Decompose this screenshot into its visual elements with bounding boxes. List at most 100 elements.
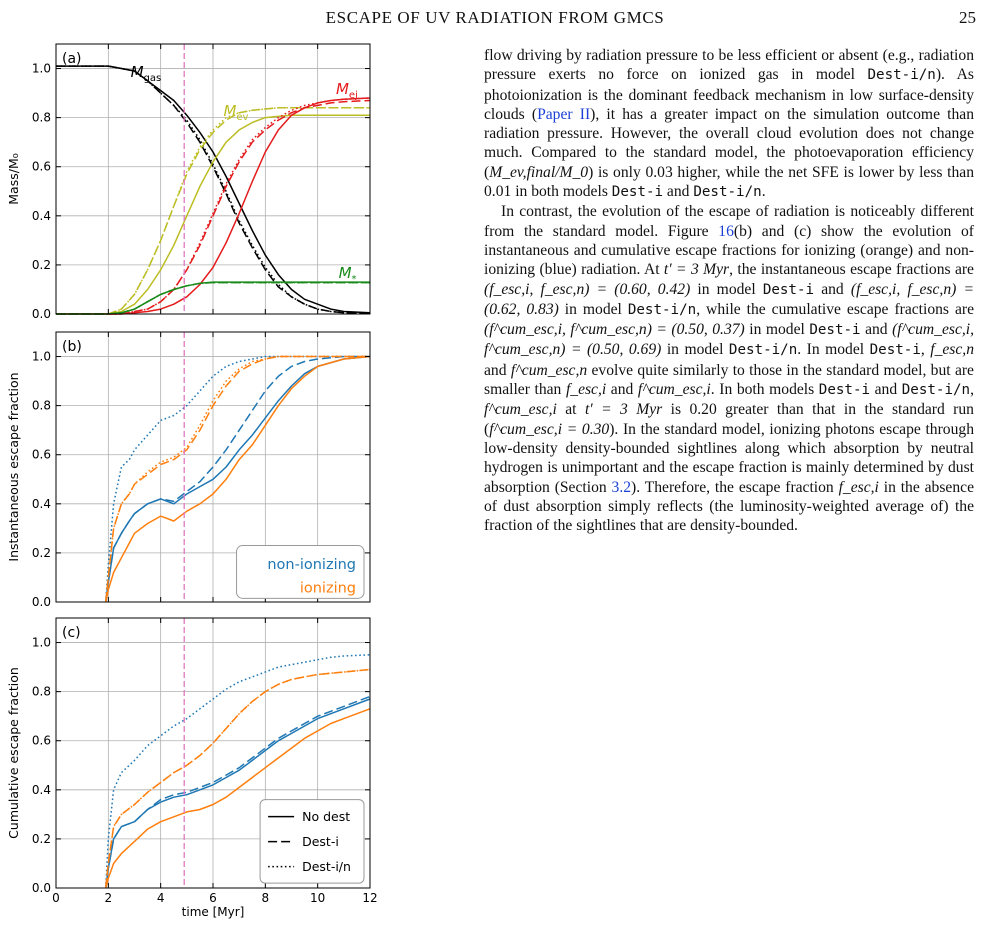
math-expression: f^cum_esc,i = 0.30 [489, 420, 610, 438]
panel-a: 0.0 0.2 0.4 0.6 0.8 1.0 (a) Mass/M₀ Mgas Mev Mej M* [6, 43, 371, 321]
x-tick-label: 8 [262, 891, 270, 905]
text-run: and [606, 381, 638, 399]
series-line [104, 668, 371, 889]
text-run: . In both models [710, 381, 819, 399]
text-run: and [814, 280, 851, 298]
series-line [104, 695, 371, 889]
series-line [104, 355, 370, 603]
model-name: Dest-i [809, 322, 861, 339]
math-expression: f^cum_esc,n [510, 361, 588, 379]
y-tick-label: 1.0 [32, 62, 51, 76]
running-title: ESCAPE OF UV RADIATION FROM GMCS [325, 8, 665, 27]
text-run: evolve quite similarly to those in the s… [484, 361, 974, 399]
text-run: (b) and (c) show the evolution of instan… [484, 222, 974, 279]
legend-entry: Dest-i [302, 834, 339, 849]
series-line [104, 708, 371, 889]
y-tick-label: 0.2 [32, 258, 51, 272]
y-tick-label: 0.6 [32, 448, 51, 462]
text-run: , [970, 381, 974, 399]
y-tick-label: 1.0 [32, 636, 51, 650]
math-expression: (f^cum_esc,i, f^cum_esc,n) = (0.50, 0.37… [484, 321, 745, 339]
text-run: ). As photoionization is the dominant fe… [484, 66, 974, 123]
math-expression: M_ev,final/M_0 [489, 163, 589, 181]
panel-b: 0.0 0.2 0.4 0.6 0.8 1.0 (b) Instantaneous escap… [6, 331, 371, 609]
math-expression: (f^cum_esc,i, f^cum_esc,n) = (0.50, 0.69… [484, 321, 974, 359]
text-run: and [860, 321, 893, 339]
y-tick-label: 0.2 [32, 832, 51, 846]
y-axis-label: Cumulative escape fraction [6, 667, 21, 839]
y-tick-label: 0.4 [32, 209, 51, 223]
text-run: , while the cumulative escape fractions … [696, 300, 974, 318]
text-run: , [920, 341, 931, 359]
model-name: Dest-i [611, 184, 664, 201]
model-name: Dest-i/n [693, 184, 762, 201]
math-expression: f_esc,i [838, 478, 879, 496]
series-line [56, 97, 371, 315]
legend: No dest Dest-i Dest-i/n [259, 799, 365, 884]
curve-label-ev: Mev [223, 102, 248, 123]
math-expression: (f_esc,i, f_esc,n) = (0.60, 0.42) [484, 280, 691, 298]
text-run: ), it has a greater impact on the simula… [484, 105, 974, 181]
x-tick-label: 6 [209, 891, 217, 905]
curve-label-star: M* [339, 264, 357, 285]
math-expression: f_esc,n [930, 341, 974, 359]
y-axis-label: Mass/M₀ [6, 153, 21, 204]
text-run: and [870, 381, 902, 399]
y-tick-label: 0.4 [32, 783, 51, 797]
series-line [56, 107, 370, 315]
model-name: Dest-i/n [901, 382, 971, 399]
series-line [56, 107, 370, 315]
body-text: flow driving by radiation pressure to be… [484, 46, 974, 535]
text-run: and [663, 183, 694, 201]
model-name: Dest-i/n [728, 342, 798, 359]
y-tick-label: 0.8 [32, 685, 51, 699]
legend-entry: Dest-i/n [302, 859, 351, 874]
panel-c: 0.0 0.2 0.4 0.6 0.8 1.0 0 2 4 6 8 10 12 time [Myr] (c)… [6, 617, 378, 919]
panel-tag: (c) [62, 625, 81, 641]
model-name: Dest-i/n [627, 301, 697, 318]
x-tick-label: 0 [52, 891, 60, 905]
legend-entry-non-ionizing: non-ionizing [267, 557, 356, 573]
citation-link[interactable]: 3.2 [611, 478, 632, 496]
series-line [104, 355, 370, 603]
x-tick-label: 2 [105, 891, 113, 905]
series-line [56, 281, 370, 315]
panel-tag: (a) [62, 51, 82, 67]
math-expression: (f_esc,i, f_esc,n) = (0.62, 0.83) [484, 280, 974, 318]
series-line [56, 65, 371, 315]
citation-link[interactable]: Paper II [537, 105, 591, 123]
math-expression: f^cum_esc,i [637, 381, 711, 399]
x-tick-label: 12 [362, 891, 377, 905]
series-line [56, 114, 370, 315]
text-run: . In model [797, 341, 870, 359]
y-tick-label: 0.0 [32, 307, 51, 321]
curve-label-gas: Mgas [131, 63, 162, 84]
citation-link[interactable]: 16 [718, 222, 734, 240]
text-run: is 0.20 greater than that in the standar… [484, 401, 974, 438]
legend-box [236, 545, 365, 599]
text-run: In contrast, the evolution of the escape… [484, 203, 974, 240]
series-line [104, 355, 370, 603]
page-number: 25 [959, 8, 976, 27]
y-tick-label: 1.0 [32, 350, 51, 364]
model-name: Dest-i [818, 382, 871, 399]
model-name: Dest-i [869, 342, 921, 359]
panel-tag: (b) [62, 339, 82, 355]
series-line [104, 355, 371, 603]
text-run: and [484, 361, 511, 379]
model-name: Dest-i/n [867, 67, 936, 84]
text-run: in model [661, 341, 729, 359]
y-tick-label: 0.0 [32, 881, 51, 895]
math-expression: f^cum_esc,i [484, 401, 557, 419]
text-run: ) is only 0.03 higher, while the net SFE… [484, 163, 974, 201]
math-expression: f_esc,i [565, 381, 607, 399]
y-tick-label: 0.6 [32, 160, 51, 174]
text-run: , the instantaneous escape fractions are [729, 261, 974, 279]
text-run: in model [690, 280, 763, 298]
text-run: flow driving by radiation pressure to be… [484, 47, 974, 84]
legend-entry-ionizing: ionizing [300, 580, 356, 596]
text-run: . [761, 183, 766, 201]
model-name: Dest-i [762, 281, 815, 298]
text-run: ). In the standard model, ionizing photo… [484, 420, 974, 496]
series-line [104, 654, 371, 889]
